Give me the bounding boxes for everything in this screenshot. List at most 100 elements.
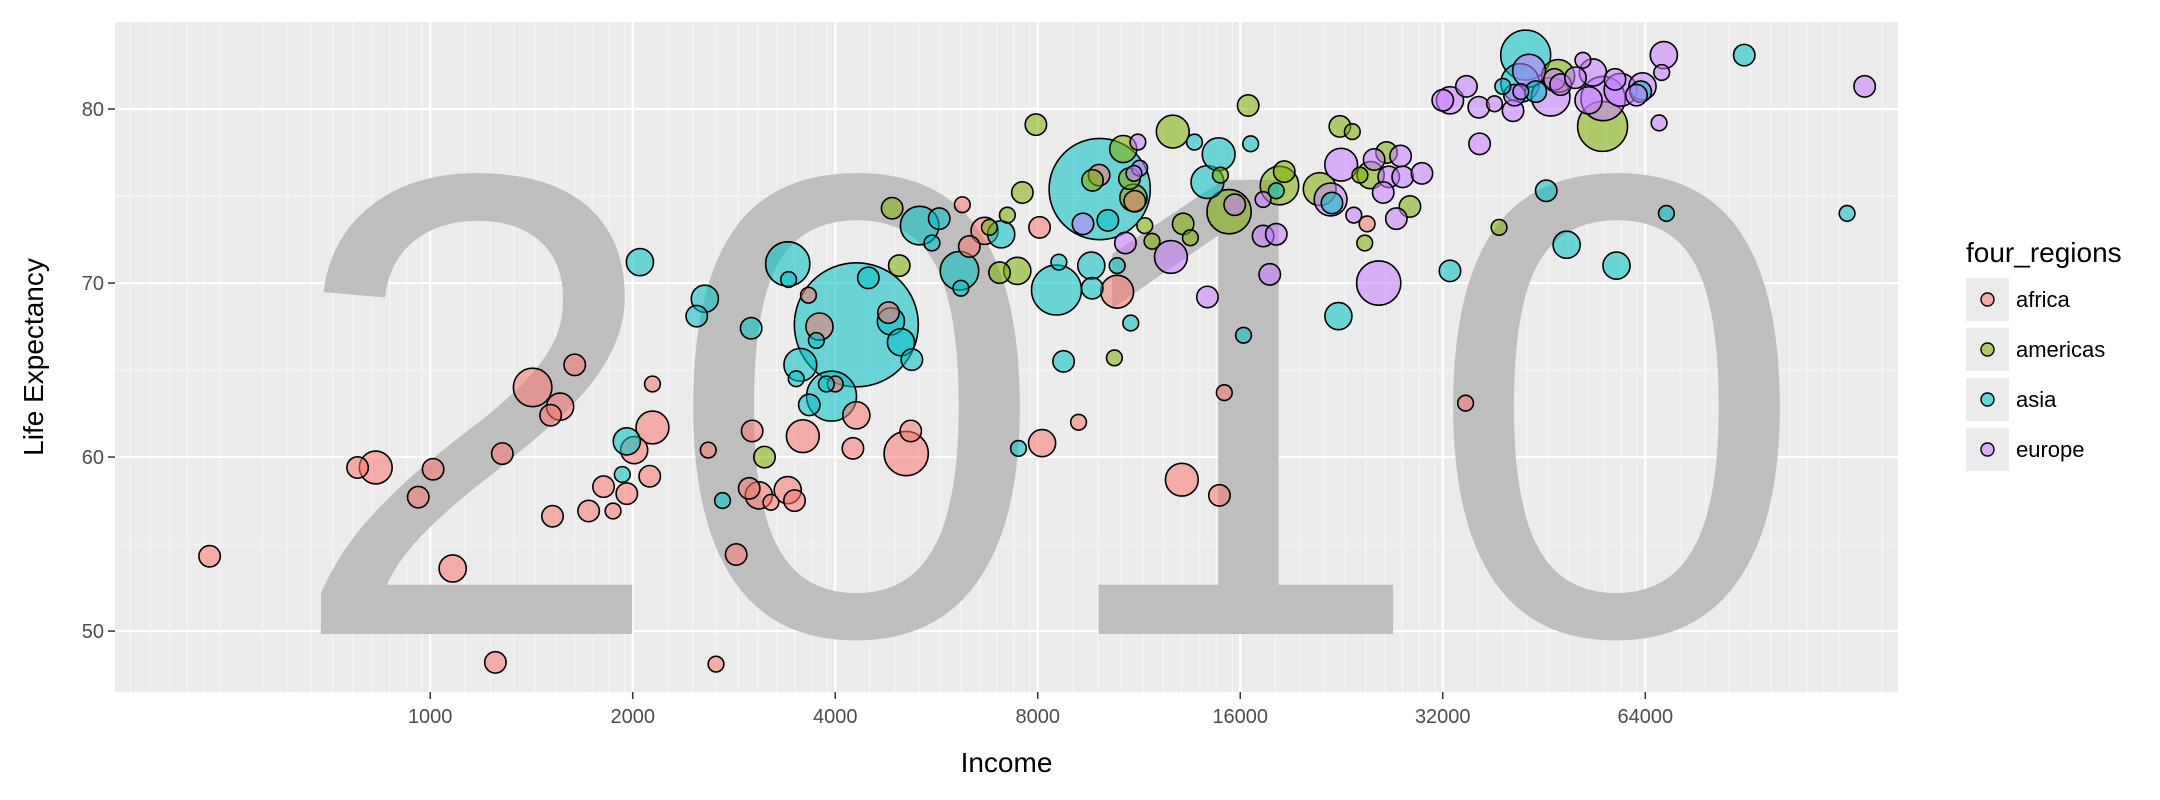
data-point-africa	[762, 493, 780, 511]
data-point-africa	[724, 543, 748, 567]
data-point-africa	[406, 485, 430, 509]
data-point-europe	[1223, 193, 1247, 217]
data-point-americas	[752, 445, 776, 469]
data-point-africa	[841, 436, 865, 460]
data-point-americas	[887, 254, 911, 278]
data-point-asia	[1096, 208, 1120, 232]
data-point-europe	[1389, 144, 1413, 168]
x-tick-label: 16000	[1212, 706, 1268, 728]
data-point-americas	[1343, 122, 1361, 141]
data-point-africa	[483, 650, 507, 674]
data-point-africa	[346, 456, 370, 480]
data-point-asia	[713, 491, 732, 510]
data-point-asia	[1052, 349, 1076, 373]
y-tick-label: 60	[82, 447, 104, 469]
y-tick-label: 70	[82, 273, 104, 295]
data-point-europe	[1563, 66, 1587, 90]
data-point-africa	[785, 418, 821, 454]
data-point-asia	[1009, 439, 1028, 458]
data-point-africa	[615, 482, 639, 506]
data-point-asia	[779, 270, 798, 289]
data-point-americas	[1010, 181, 1034, 205]
data-point-africa	[1456, 394, 1475, 412]
data-point-asia	[1076, 251, 1106, 280]
x-tick-label: 2000	[610, 706, 655, 728]
data-point-africa	[699, 441, 717, 459]
data-point-africa	[876, 301, 900, 325]
data-point-europe	[1153, 239, 1189, 275]
data-points	[198, 29, 1877, 674]
data-point-africa	[953, 196, 971, 214]
data-point-africa	[841, 400, 871, 430]
data-point-americas	[988, 261, 1012, 285]
data-point-africa	[1099, 274, 1135, 309]
year-watermark: 2010	[287, 37, 1807, 774]
data-point-africa	[899, 419, 923, 443]
data-point-asia	[923, 234, 941, 252]
data-point-europe	[1129, 133, 1147, 151]
data-point-africa	[438, 554, 468, 583]
data-point-asia	[1320, 191, 1344, 215]
data-point-europe	[1467, 95, 1491, 119]
data-point-asia	[1234, 326, 1253, 344]
data-point-europe	[1258, 262, 1282, 286]
data-point-asia	[1552, 230, 1582, 260]
legend-label-asia: asia	[2016, 387, 2057, 412]
data-point-asia	[685, 304, 709, 328]
data-point-asia	[1108, 256, 1126, 275]
legend-key-asia	[1980, 392, 1995, 407]
y-tick-label: 50	[82, 621, 104, 643]
data-point-europe	[1574, 51, 1592, 69]
data-point-asia	[1534, 179, 1558, 203]
data-point-americas	[1236, 94, 1260, 118]
data-point-africa	[638, 464, 662, 488]
data-point-americas	[1356, 234, 1374, 252]
data-point-asia	[1732, 43, 1756, 67]
data-point-europe	[1355, 260, 1402, 306]
data-point-africa	[563, 353, 587, 377]
data-point-americas	[998, 206, 1017, 224]
data-point-africa	[1215, 384, 1233, 402]
data-point-asia	[1122, 314, 1140, 332]
data-point-asia	[1080, 276, 1104, 300]
data-point-americas	[1490, 218, 1508, 237]
legend: four_regions africa americas asia europe	[1966, 237, 2122, 471]
data-point-americas	[1351, 166, 1369, 184]
data-point-asia	[817, 375, 835, 393]
x-tick-label: 1000	[408, 706, 453, 728]
data-point-europe	[1371, 181, 1395, 205]
data-point-africa	[1028, 215, 1052, 239]
y-tick-label: 80	[82, 99, 104, 121]
data-point-africa	[592, 475, 616, 499]
data-point-africa	[539, 403, 563, 427]
data-point-asia	[1242, 135, 1260, 153]
data-point-americas	[1136, 216, 1154, 235]
legend-key-africa	[1980, 292, 1995, 307]
data-point-europe	[1264, 222, 1288, 246]
data-point-americas	[1272, 160, 1296, 184]
data-point-africa	[1358, 215, 1376, 233]
data-point-americas	[1081, 168, 1105, 192]
data-point-africa	[1164, 462, 1200, 497]
data-point-asia	[927, 207, 951, 231]
data-point-asia	[739, 316, 763, 340]
x-tick-label: 32000	[1415, 706, 1471, 728]
data-point-europe	[1603, 67, 1627, 91]
x-tick-label: 4000	[813, 706, 858, 728]
data-point-europe	[1512, 82, 1530, 101]
legend-label-europe: europe	[2016, 437, 2085, 462]
legend-key-europe	[1980, 442, 1995, 457]
data-point-africa	[1069, 413, 1088, 431]
data-point-africa	[577, 499, 601, 523]
data-point-americas	[1181, 229, 1200, 247]
legend-label-americas: americas	[2016, 337, 2105, 362]
data-point-asia	[1324, 301, 1353, 331]
data-point-europe	[1345, 206, 1363, 224]
data-point-asia	[1201, 137, 1236, 172]
data-point-europe	[1113, 231, 1137, 255]
data-point-europe	[1653, 63, 1671, 82]
data-point-asia	[612, 427, 642, 456]
data-point-africa	[707, 655, 725, 673]
data-point-europe	[1362, 147, 1386, 171]
x-axis-title: Income	[961, 747, 1053, 778]
